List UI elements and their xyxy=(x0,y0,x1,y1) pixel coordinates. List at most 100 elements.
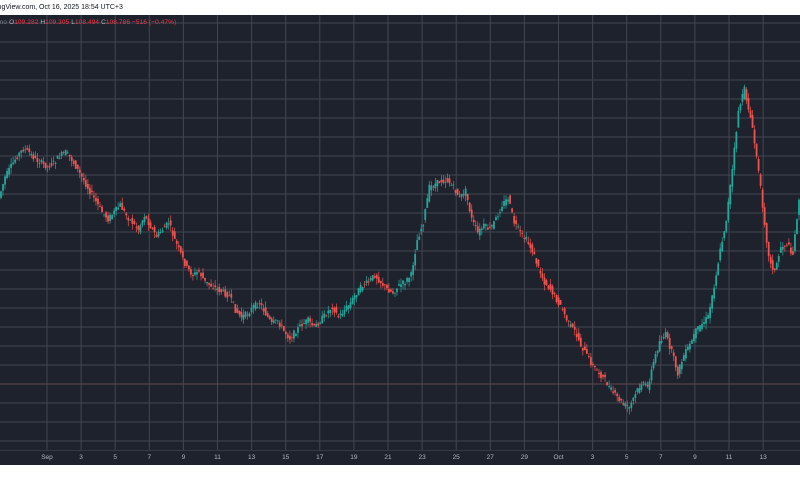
candle-bearish xyxy=(563,308,566,315)
candle-bullish xyxy=(640,384,643,390)
candle-bearish xyxy=(220,289,223,293)
candle-bearish xyxy=(458,196,461,198)
candle-bearish xyxy=(745,89,748,101)
candle-bearish xyxy=(535,258,538,264)
candle-bearish xyxy=(181,251,184,258)
candle-bullish xyxy=(650,369,653,381)
candle-bearish xyxy=(26,147,29,150)
candle-bullish xyxy=(436,180,439,187)
time-tick-label: 15 xyxy=(282,454,290,461)
candle-bearish xyxy=(78,169,81,173)
candle-bullish xyxy=(660,340,663,343)
candle-bearish xyxy=(175,240,178,244)
candle-bearish xyxy=(571,323,574,327)
candle-bullish xyxy=(54,162,57,164)
candle-bullish xyxy=(141,220,144,226)
candle-bullish xyxy=(450,184,453,186)
time-tick-label: Sep xyxy=(41,454,53,461)
candle-bullish xyxy=(505,199,507,206)
candle-bullish xyxy=(222,290,225,291)
time-tick-label: 7 xyxy=(658,454,663,461)
candle-bullish xyxy=(30,153,33,156)
candle-bullish xyxy=(608,385,610,387)
candle-bullish xyxy=(2,184,4,191)
candle-bearish xyxy=(133,221,136,224)
candle-bearish xyxy=(70,156,73,161)
candle-bearish xyxy=(559,300,562,305)
candle-bullish xyxy=(642,382,645,384)
candle-bearish xyxy=(278,322,281,327)
candle-bearish xyxy=(202,272,204,279)
candle-bearish xyxy=(270,318,273,323)
candle-bullish xyxy=(658,341,661,352)
candle-bearish xyxy=(131,217,134,224)
candle-bullish xyxy=(662,337,665,339)
candle-bullish xyxy=(464,188,467,197)
candle-bearish xyxy=(127,217,130,221)
candle-bearish xyxy=(551,286,554,295)
candle-bullish xyxy=(794,234,796,252)
candle-bullish xyxy=(159,231,162,233)
candle-bullish xyxy=(400,284,402,287)
candle-bearish xyxy=(262,308,265,312)
candle-bearish xyxy=(313,323,316,326)
candle-bearish xyxy=(432,186,435,188)
candle-bearish xyxy=(258,303,261,305)
candle-bearish xyxy=(163,226,166,228)
candle-bullish xyxy=(478,228,481,236)
candle-bullish xyxy=(307,317,309,323)
candle-bearish xyxy=(612,391,615,393)
candle-bullish xyxy=(143,216,146,223)
candle-bearish xyxy=(337,315,340,318)
candle-bullish xyxy=(682,355,685,361)
candle-bullish xyxy=(408,277,410,282)
candle-bearish xyxy=(446,178,449,182)
candle-bearish xyxy=(783,245,786,247)
time-axis[interactable]: Sep 3 5 7 9 11 13 15 17 19 21 23 25 27 29 Oct 3 5 7 9 11 13 xyxy=(0,450,800,465)
candle-bullish xyxy=(353,295,356,300)
candle-bearish xyxy=(91,190,93,192)
candle-bullish xyxy=(775,262,778,270)
candle-bullish xyxy=(610,387,613,390)
candle-bearish xyxy=(751,115,754,128)
candle-bullish xyxy=(418,236,421,240)
candle-bearish xyxy=(602,374,604,377)
candle-bullish xyxy=(410,272,413,277)
time-tick-label: 21 xyxy=(384,454,392,461)
candle-bullish xyxy=(697,326,699,330)
candle-bearish xyxy=(42,161,45,164)
close-value: 108.786 xyxy=(105,19,131,26)
candle-bearish xyxy=(379,280,382,284)
price-chart[interactable] xyxy=(0,15,800,450)
change-value: −516 (−0.47%) xyxy=(131,19,177,26)
candle-bullish xyxy=(8,167,10,175)
candle-bearish xyxy=(76,164,79,169)
candle-bearish xyxy=(230,293,233,298)
candle-bullish xyxy=(103,214,105,216)
candle-bullish xyxy=(460,193,463,197)
candle-bearish xyxy=(529,243,532,248)
candle-bearish xyxy=(454,189,457,193)
candle-bullish xyxy=(684,349,687,359)
candle-bullish xyxy=(731,169,734,187)
candle-bearish xyxy=(790,247,792,254)
candle-bearish xyxy=(468,202,471,212)
chart-pane[interactable]: eno O109.282 H109.305 L108.494 C108.786 … xyxy=(0,15,800,450)
candle-bullish xyxy=(394,292,396,294)
candle-bearish xyxy=(549,284,552,290)
candle-bullish xyxy=(444,181,447,183)
time-tick-label: 25 xyxy=(452,454,460,461)
candle-bullish xyxy=(4,176,6,185)
candle-bearish xyxy=(224,289,227,297)
candle-bearish xyxy=(210,283,213,287)
candle-bearish xyxy=(557,297,560,306)
candle-bearish xyxy=(527,241,530,244)
candle-bearish xyxy=(363,284,366,286)
candle-bearish xyxy=(573,326,576,330)
candle-bearish xyxy=(373,275,376,278)
candle-bearish xyxy=(515,220,518,225)
candle-bullish xyxy=(652,362,655,369)
candle-bearish xyxy=(472,219,475,223)
candle-bullish xyxy=(656,350,659,354)
candle-bullish xyxy=(416,240,419,251)
